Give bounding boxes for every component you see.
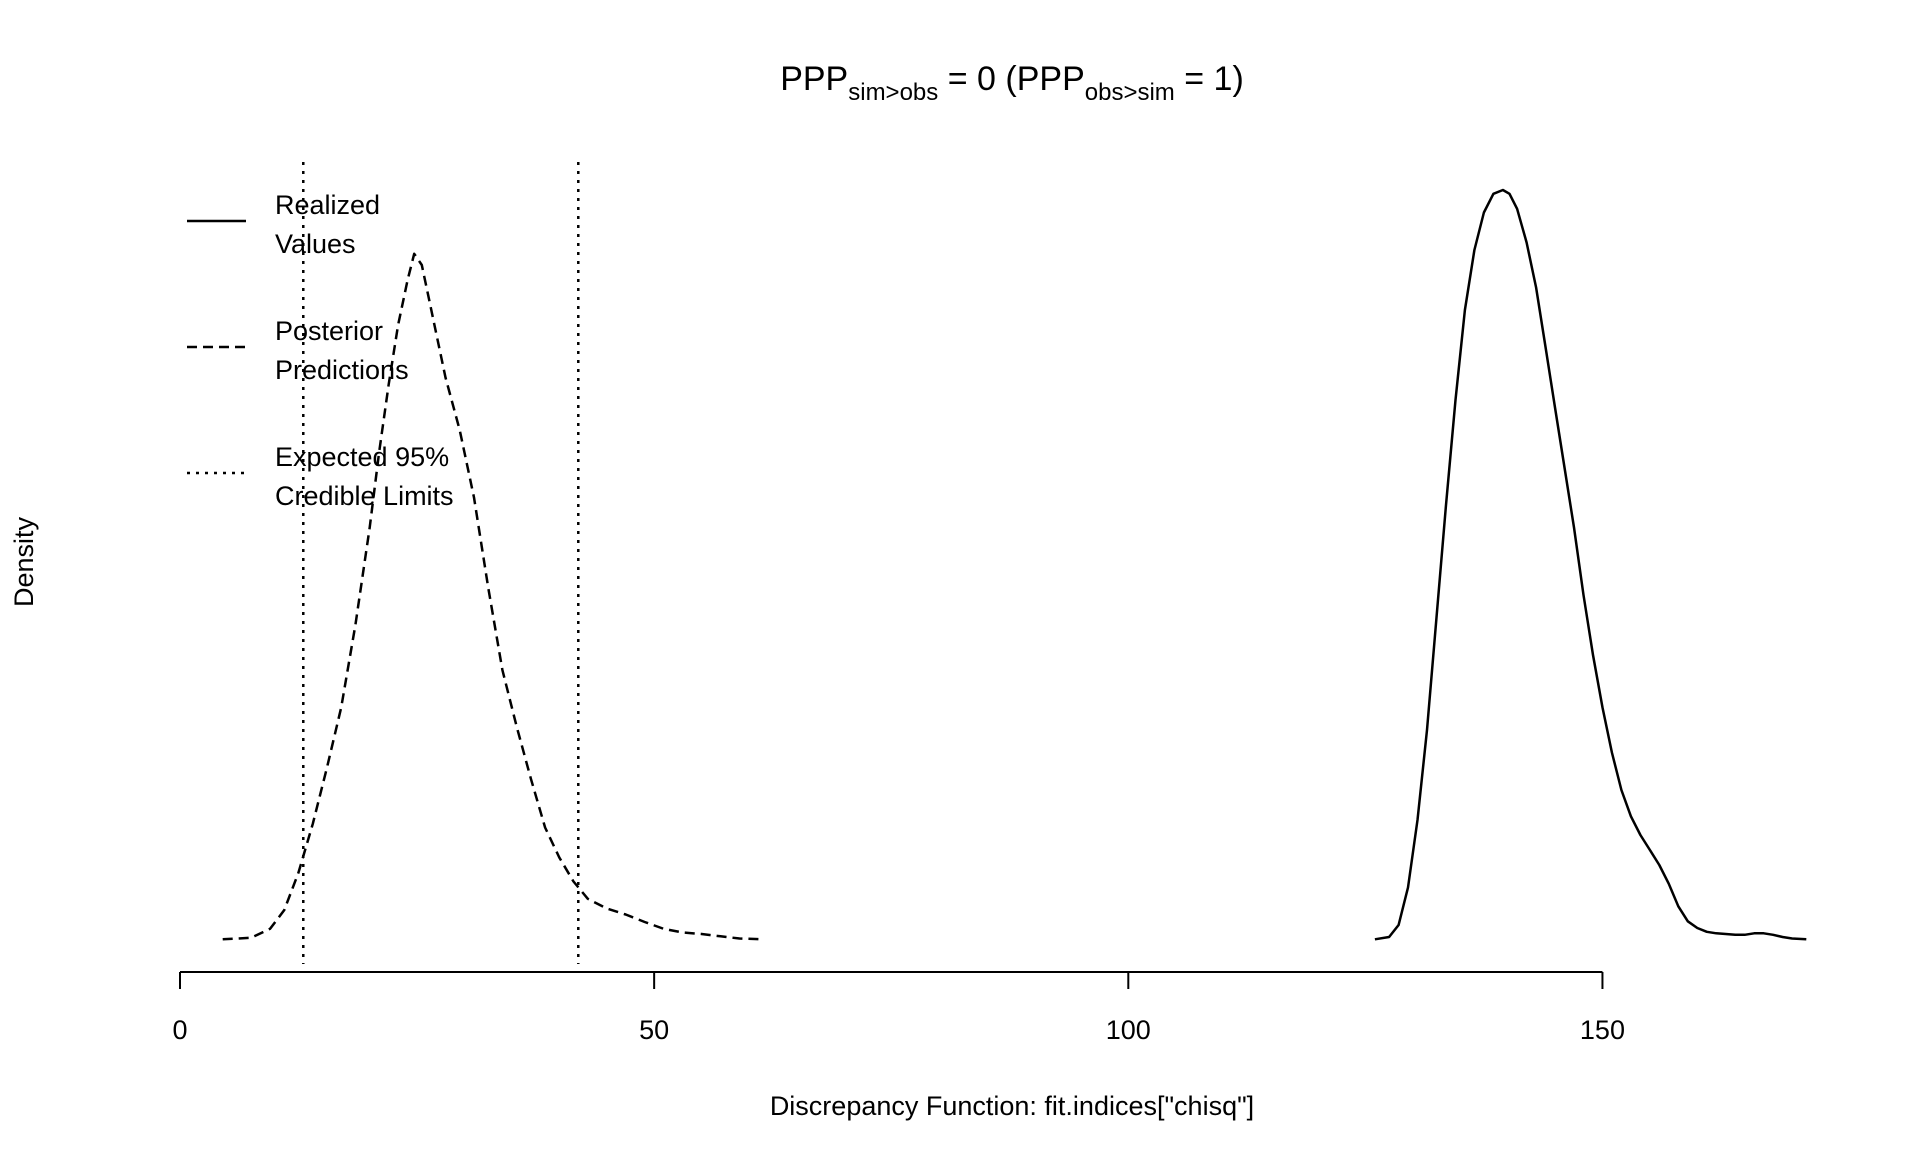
title-ppp-1: PPP [780, 60, 848, 98]
legend-posterior-line1: Posterior [275, 316, 383, 346]
legend-realized-line2: Values [275, 229, 356, 259]
title-sub-2: obs>sim [1085, 79, 1175, 106]
title-mid: = 0 [938, 60, 1005, 98]
x-axis: 0 50 100 150 [172, 971, 1625, 1045]
x-tick-label: 0 [172, 1015, 187, 1045]
y-axis-label: Density [9, 516, 39, 607]
title-close-paren: ) [1232, 60, 1243, 98]
title-ppp-2: PPP [1017, 60, 1085, 98]
credible-limit-lines [302, 162, 580, 964]
chart-title: PPPsim>obs = 0 (PPPobs>sim = 1) [780, 60, 1244, 106]
x-tick-label: 100 [1106, 1015, 1151, 1045]
title-sub-1: sim>obs [848, 79, 938, 106]
legend-realized-line1: Realized [275, 190, 380, 220]
x-tick-label: 50 [639, 1015, 669, 1045]
x-tick-label: 150 [1580, 1015, 1625, 1045]
x-axis-label: Discrepancy Function: fit.indices["chisq… [770, 1091, 1254, 1121]
posterior-predictions-curve [222, 252, 764, 941]
title-open-paren: ( [1005, 60, 1017, 98]
legend: Realized Values Posterior Predictions Ex… [187, 190, 454, 511]
legend-posterior-line2: Predictions [275, 355, 409, 385]
realized-values-curve [1374, 188, 1807, 941]
legend-limits-line2: Credible Limits [275, 481, 454, 511]
density-curves [222, 188, 1807, 941]
title-end: = 1 [1175, 60, 1233, 98]
legend-limits-line1: Expected 95% [275, 442, 449, 472]
